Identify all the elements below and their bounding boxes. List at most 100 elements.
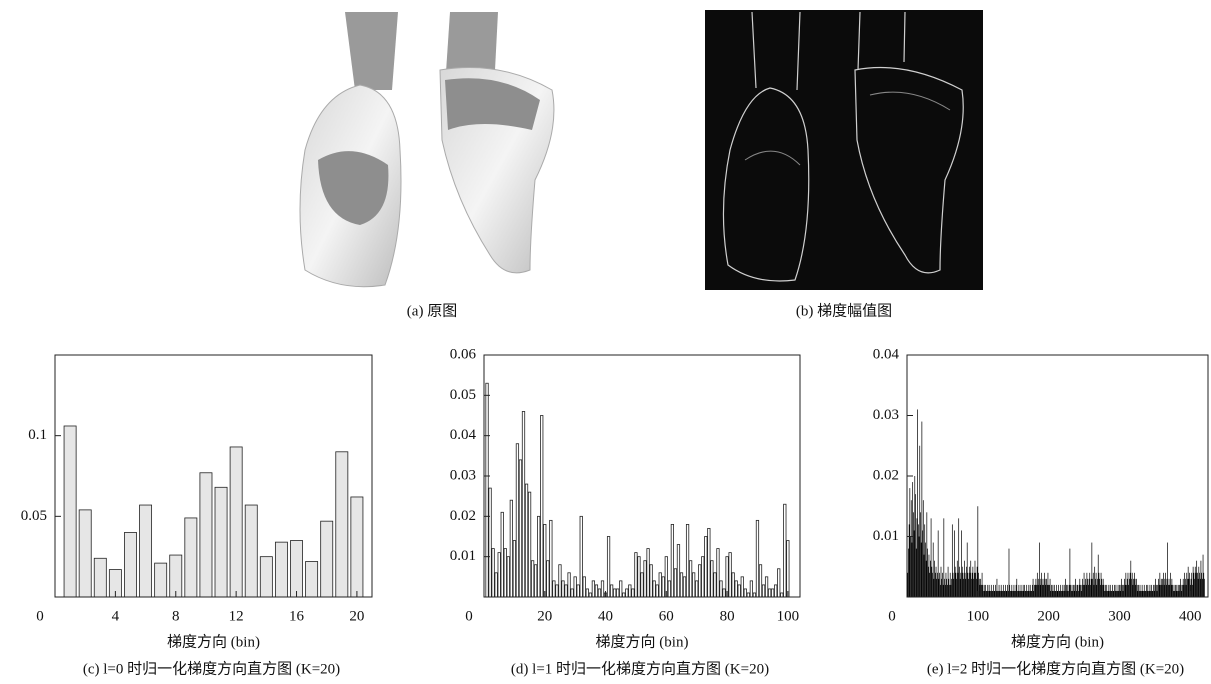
bar	[1130, 573, 1131, 597]
bar	[1167, 543, 1168, 597]
bar	[732, 573, 734, 597]
bar	[653, 581, 655, 597]
bar	[1185, 579, 1186, 597]
bar	[1019, 585, 1020, 597]
bar	[1156, 585, 1157, 597]
bar	[985, 585, 986, 597]
bar	[920, 512, 921, 597]
x-axis-label: 梯度方向 (bin)	[596, 633, 689, 650]
bar	[1201, 573, 1202, 597]
y-tick-label: 0.05	[21, 508, 47, 524]
figure-caption: (b) 梯度幅值图	[796, 302, 892, 319]
bar	[932, 573, 933, 597]
y-tick-label: 0.04	[450, 427, 477, 443]
bar	[1134, 573, 1135, 597]
y-tick-label: 0.01	[873, 528, 899, 544]
bar	[528, 492, 530, 597]
bar	[510, 500, 512, 597]
bar	[943, 585, 944, 597]
bar	[632, 589, 634, 597]
bar	[1087, 573, 1088, 597]
x-tick-label: 200	[1037, 608, 1060, 624]
bar	[909, 488, 910, 597]
chart-caption: (d) l=1 时归一化梯度方向直方图 (K=20)	[511, 660, 769, 677]
bar	[1017, 591, 1018, 597]
bar	[930, 561, 931, 597]
bar	[674, 569, 676, 597]
bar	[744, 589, 746, 597]
bar	[1008, 591, 1009, 597]
bar	[1086, 585, 1087, 597]
bar	[968, 579, 969, 597]
bar	[986, 591, 987, 597]
bar	[644, 561, 646, 597]
bar	[934, 579, 935, 597]
bar	[705, 537, 707, 598]
bar	[1161, 579, 1162, 597]
bar	[958, 518, 959, 597]
bar	[908, 549, 909, 597]
bar	[1065, 579, 1066, 597]
bar	[1053, 591, 1054, 597]
bar	[960, 573, 961, 597]
bar	[1037, 573, 1038, 597]
photo-original	[300, 12, 554, 287]
bar	[525, 484, 527, 597]
bar	[1175, 585, 1176, 597]
figure-caption: (a) 原图	[407, 302, 457, 319]
bar	[922, 422, 923, 597]
bar	[726, 557, 728, 597]
bar	[1050, 579, 1051, 597]
x-axis-label: 梯度方向 (bin)	[1011, 633, 1104, 650]
bar	[519, 460, 521, 597]
bar	[595, 585, 597, 597]
bar	[990, 591, 991, 597]
bar	[1045, 585, 1046, 597]
bar	[1109, 591, 1110, 597]
bar	[1025, 591, 1026, 597]
bar	[916, 549, 917, 597]
y-tick-label: 0.03	[450, 467, 476, 483]
bar	[973, 567, 974, 597]
bar	[994, 591, 995, 597]
bar	[1181, 591, 1182, 597]
bar	[933, 543, 934, 597]
bar	[522, 411, 524, 597]
bar	[1055, 591, 1056, 597]
bar	[1057, 591, 1058, 597]
bar	[778, 569, 780, 597]
bar	[1133, 579, 1134, 597]
bar	[568, 573, 570, 597]
bar	[1177, 591, 1178, 597]
bar	[1019, 591, 1020, 597]
bar	[613, 589, 615, 597]
bar	[513, 541, 515, 597]
bar	[1087, 579, 1088, 597]
bar	[995, 585, 996, 597]
chart-caption: (e) l=2 时归一化梯度方向直方图 (K=20)	[927, 660, 1184, 677]
bar	[1104, 591, 1105, 597]
bar	[1001, 585, 1002, 597]
bar	[531, 561, 533, 597]
bar	[750, 581, 752, 597]
bar	[955, 567, 956, 597]
bar	[1170, 573, 1171, 597]
bar	[963, 579, 964, 597]
bar	[992, 591, 993, 597]
bar	[1098, 555, 1099, 597]
bar	[1070, 549, 1071, 597]
bar	[977, 506, 978, 597]
y-tick-label: 0.02	[873, 467, 899, 483]
bar	[321, 521, 333, 597]
x-tick-label: 100	[967, 608, 990, 624]
y-tick-label: 0.1	[28, 427, 47, 443]
bar	[1093, 573, 1094, 597]
bar	[1082, 579, 1083, 597]
bar	[230, 447, 242, 597]
bar	[200, 473, 212, 597]
bar	[1136, 579, 1137, 597]
bar	[1162, 585, 1163, 597]
bar	[1176, 585, 1177, 597]
bar	[1091, 543, 1092, 597]
bar	[962, 567, 963, 597]
